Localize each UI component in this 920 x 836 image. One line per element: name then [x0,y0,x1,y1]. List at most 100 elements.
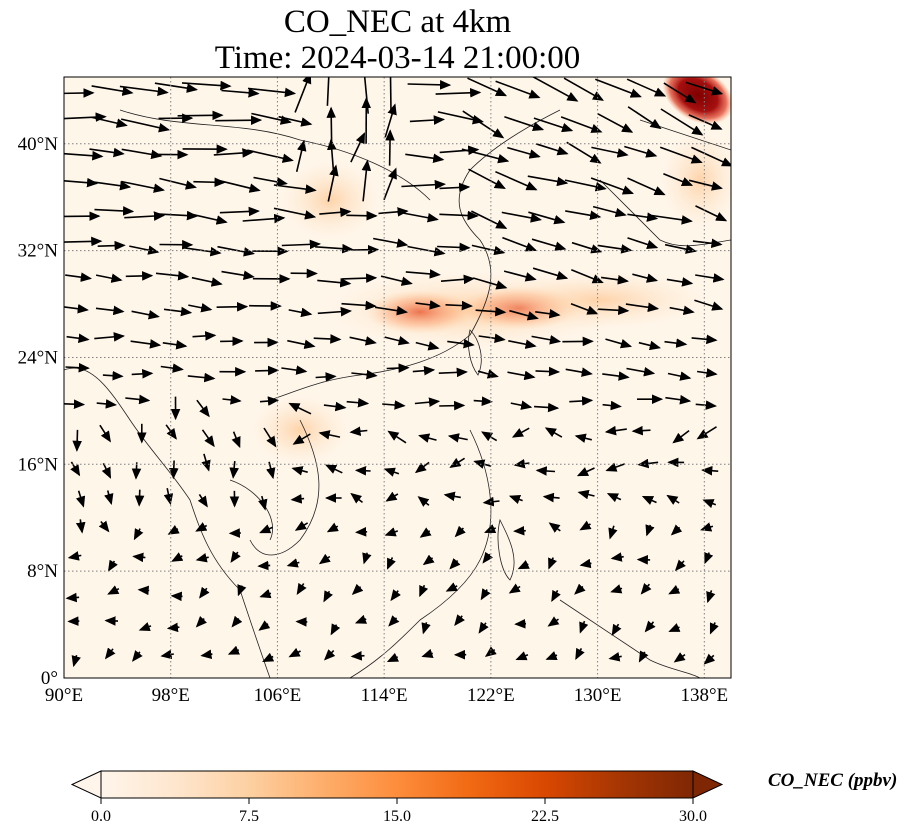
wind-arrow [685,81,724,96]
wind-arrow [495,80,541,99]
wind-arrow [532,267,569,281]
wind-arrow [71,654,81,668]
wind-arrow [511,427,530,438]
wind-arrow [101,462,112,479]
wind-arrow [386,363,410,373]
wind-arrow [608,525,618,540]
wind-arrow [478,621,489,634]
wind-arrow [385,491,399,502]
lon-tick-label: 138°E [680,685,728,706]
lon-tick-label: 130°E [574,685,622,706]
wind-arrow [64,236,103,247]
wind-arrow [638,650,649,663]
wind-arrow [695,205,728,222]
wind-arrow [323,649,336,661]
wind-arrow [89,180,132,191]
wind-arrow [668,584,681,595]
wind-arrow [281,239,321,250]
wind-arrow [163,306,193,317]
title-line-1: CO_NEC at 4km [283,4,512,40]
wind-arrow [659,146,703,164]
wind-arrow [688,179,723,191]
wind-arrow [104,616,119,626]
wind-arrow [597,244,633,254]
wind-arrow [64,303,89,314]
wind-arrow [290,494,305,504]
wind-arrow [273,207,317,220]
wind-arrow [544,427,563,438]
wind-arrow [415,341,440,351]
wind-arrow [156,210,199,221]
wind-arrow [534,402,560,413]
wind-arrow [447,433,468,443]
wind-arrow [501,211,542,223]
wind-arrow [65,272,92,282]
wind-arrow [513,458,530,469]
wind-arrow [565,367,593,377]
wind-arrow [608,652,622,662]
wind-arrow [91,116,128,128]
wind-arrow [97,240,126,251]
wind-arrow [695,400,717,410]
wind-arrow [168,460,179,480]
wind-arrow [263,427,277,448]
wind-arrow [219,179,261,193]
wind-arrow [291,466,308,476]
wind-arrow [695,273,725,283]
wind-arrow [664,243,697,254]
wind-arrow [631,425,651,436]
wind-arrow [94,332,125,342]
wind-arrow [701,465,719,476]
wind-arrow [418,433,437,443]
lat-tick-label: 40°N [18,134,59,155]
wind-arrow [482,551,494,564]
wind-arrow [177,110,224,121]
wind-arrow [473,459,492,469]
wind-arrow [195,553,209,563]
wind-arrow [195,522,208,532]
wind-arrow [627,106,662,130]
wind-arrow [545,651,558,660]
wind-arrow [286,558,300,568]
wind-arrow [354,465,371,476]
wind-arrow [75,490,86,508]
wind-arrow [666,277,694,287]
map-background [64,77,731,678]
wind-arrow [461,148,510,164]
wind-arrow [663,173,694,187]
wind-arrow [579,620,589,634]
wind-arrow [704,551,714,565]
lat-tick-label: 24°N [18,347,59,368]
wind-arrow [327,164,339,202]
wind-arrow [598,305,630,316]
wind-arrow [449,558,461,570]
wind-arrow [415,300,441,310]
wind-arrow [346,397,370,408]
wind-arrow [674,559,686,572]
wind-arrow [160,649,174,660]
wind-arrow [384,336,410,346]
wind-arrow [579,520,592,531]
wind-arrow [547,616,560,627]
wind-arrow [219,206,260,217]
wind-arrow [326,522,339,533]
wind-arrow [383,167,397,201]
wind-arrow [193,177,226,188]
wind-arrow [502,236,538,252]
wind-arrow [388,615,400,627]
wind-arrow [386,557,396,570]
colorbar-label: CO_NEC (ppbv) [768,770,898,791]
wind-arrow [138,622,152,632]
wind-arrow [390,589,401,602]
longitude-tick-labels: 90°E 98°E 106°E 114°E 122°E 130°E 138°E [45,685,728,706]
wind-arrow [94,206,135,216]
wind-arrow [354,614,368,624]
wind-arrow [107,585,120,595]
wind-arrow [124,211,166,221]
wind-arrow [188,212,228,225]
wind-arrow [664,338,688,348]
wind-arrow [407,80,452,90]
wind-arrow [259,589,272,599]
wind-arrow [696,426,717,440]
lat-tick-label: 32°N [18,241,59,262]
